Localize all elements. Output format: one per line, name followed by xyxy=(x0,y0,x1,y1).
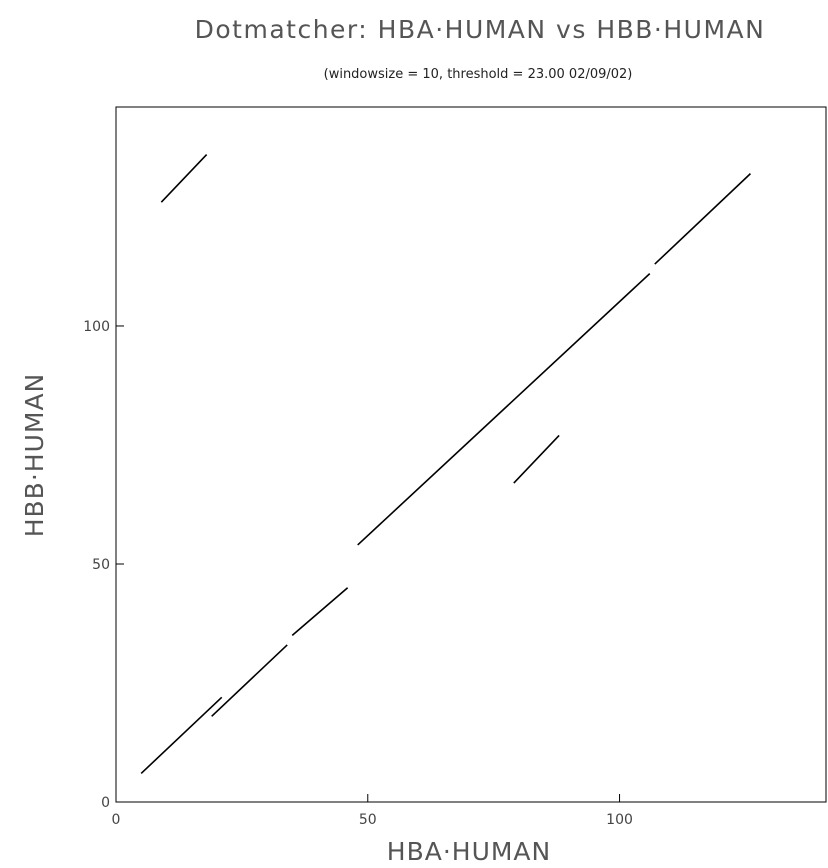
match-segments xyxy=(140,154,752,775)
match-segment xyxy=(654,173,752,265)
chart-title: Dotmatcher: HBA·HUMAN vs HBB·HUMAN xyxy=(195,15,766,44)
match-segment xyxy=(513,434,560,484)
x-tick-label: 100 xyxy=(606,812,633,828)
x-axis-label: HBA·HUMAN xyxy=(387,837,551,866)
y-axis-label: HBB·HUMAN xyxy=(20,373,49,538)
y-tick-label: 0 xyxy=(101,795,110,811)
match-segment xyxy=(357,273,651,546)
x-tick-label: 0 xyxy=(112,812,121,828)
match-segment xyxy=(140,696,223,775)
match-segment xyxy=(160,154,208,203)
plot-frame xyxy=(115,106,827,803)
chart-subtitle: (windowsize = 10, threshold = 23.00 02/0… xyxy=(324,67,633,82)
y-tick-label: 100 xyxy=(83,319,110,335)
y-tick-label: 50 xyxy=(92,557,110,573)
x-tick-label: 50 xyxy=(359,812,377,828)
match-segment xyxy=(211,644,288,717)
axis-ticks: 0 50 100 0 50 100 xyxy=(83,319,633,828)
match-segment xyxy=(291,587,349,636)
